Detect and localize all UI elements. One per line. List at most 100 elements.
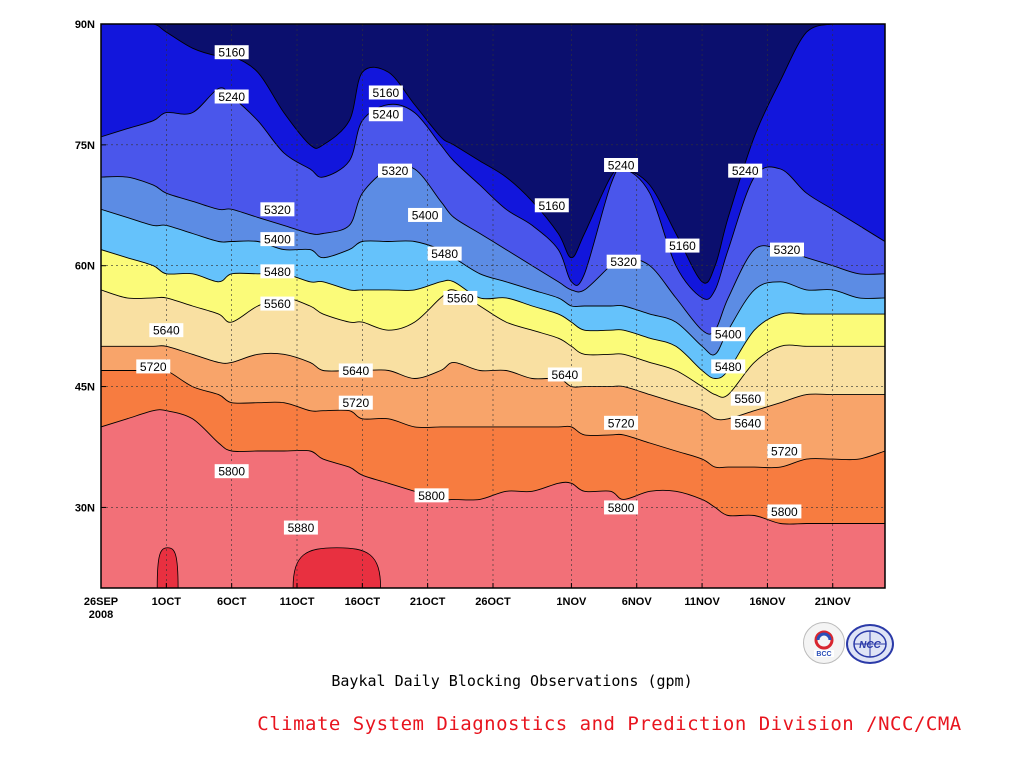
contour-label-text: 5240 bbox=[608, 159, 635, 173]
contour-label-text: 5800 bbox=[608, 501, 635, 515]
x-tick-label: 11NOV bbox=[684, 596, 720, 608]
contour-label-text: 5320 bbox=[264, 203, 291, 217]
contour-label-text: 5800 bbox=[218, 465, 245, 479]
contour-label-text: 5880 bbox=[288, 521, 315, 535]
ncc-logo: NCC bbox=[846, 624, 894, 664]
contour-label: 5480 bbox=[260, 264, 295, 279]
contour-label-text: 5560 bbox=[264, 297, 291, 311]
contour-label-bg bbox=[767, 504, 802, 519]
contour-label-bg bbox=[338, 363, 373, 378]
contour-label: 5720 bbox=[136, 359, 171, 374]
x-tick-label: 1NOV bbox=[556, 596, 587, 608]
x-tick-label: 16NOV bbox=[749, 596, 786, 608]
contour-label: 5640 bbox=[547, 367, 582, 382]
x-tick-label: 26OCT bbox=[475, 596, 511, 608]
contour-label: 5320 bbox=[260, 202, 295, 217]
x-tick-label: 6NOV bbox=[622, 596, 653, 608]
contour-label-bg bbox=[378, 163, 412, 178]
contour-label-text: 5640 bbox=[342, 364, 369, 378]
contour-label: 5560 bbox=[443, 290, 478, 305]
y-tick-label: 90N bbox=[75, 19, 95, 31]
contour-label-text: 5160 bbox=[373, 86, 400, 100]
contour-label-bg bbox=[214, 45, 249, 60]
contour-label-text: 5640 bbox=[734, 416, 761, 430]
contour-label-bg bbox=[149, 323, 184, 338]
contour-label-text: 5240 bbox=[373, 108, 400, 122]
svg-text:NCC: NCC bbox=[859, 640, 881, 651]
contour-label-bg bbox=[260, 202, 295, 217]
contour-label-text: 5400 bbox=[412, 208, 439, 222]
contour-label: 5720 bbox=[338, 395, 373, 410]
contour-line-5720 bbox=[101, 368, 885, 469]
contour-label: 5640 bbox=[338, 363, 373, 378]
contour-line-5320 bbox=[101, 165, 885, 335]
contour-label: 5400 bbox=[711, 327, 746, 342]
contour-label: 5640 bbox=[149, 323, 184, 338]
contour-label-bg bbox=[730, 391, 765, 406]
x-tick-label: 1OCT bbox=[152, 596, 182, 608]
contour-label-bg bbox=[260, 296, 295, 311]
credit-text: Climate System Diagnostics and Predictio… bbox=[257, 713, 962, 735]
contour-label-text: 5160 bbox=[538, 199, 565, 213]
x-tick-label: 26SEP bbox=[84, 596, 118, 608]
contour-label: 5400 bbox=[408, 207, 443, 222]
x-tick-sublabel: 2008 bbox=[89, 609, 113, 621]
contour-label: 5560 bbox=[260, 296, 295, 311]
contour-line-5400 bbox=[101, 208, 885, 356]
contour-label: 5160 bbox=[214, 45, 249, 60]
contour-label-text: 5560 bbox=[734, 392, 761, 406]
contour-label-bg bbox=[214, 89, 249, 104]
contour-label-text: 5320 bbox=[774, 243, 801, 257]
contour-label: 5400 bbox=[260, 232, 295, 247]
contour-label-bg bbox=[414, 488, 449, 503]
contour-label: 5240 bbox=[728, 163, 763, 178]
contour-label: 5720 bbox=[604, 415, 639, 430]
contour-label: 5320 bbox=[606, 254, 641, 269]
contour-label-text: 5720 bbox=[342, 396, 369, 410]
bcc-logo: BCC bbox=[803, 622, 845, 664]
contour-label-text: 5400 bbox=[715, 328, 742, 342]
contour-label-bg bbox=[665, 238, 700, 253]
contour-label-bg bbox=[767, 444, 802, 459]
contour-label-bg bbox=[730, 415, 765, 430]
contour-label-bg bbox=[368, 85, 403, 100]
contour-label-text: 5720 bbox=[771, 445, 798, 459]
contour-label-bg bbox=[136, 359, 171, 374]
contour-label-bg bbox=[427, 246, 462, 261]
contour-label: 5480 bbox=[711, 359, 746, 374]
contour-label-bg bbox=[711, 327, 746, 342]
x-tick-label: 11OCT bbox=[280, 596, 315, 608]
contour-label-text: 5160 bbox=[669, 239, 696, 253]
contour-label-text: 5720 bbox=[140, 360, 167, 374]
contour-label: 5480 bbox=[427, 246, 462, 261]
contour-label-bg bbox=[604, 500, 639, 515]
contour-label-bg bbox=[547, 367, 582, 382]
contour-label-bg bbox=[534, 198, 569, 213]
contour-label-text: 5320 bbox=[610, 255, 637, 269]
contour-fill-layer bbox=[101, 24, 885, 588]
y-tick-label: 45N bbox=[75, 382, 95, 394]
contour-label-bg bbox=[604, 158, 639, 172]
contour-label-text: 5160 bbox=[218, 46, 245, 60]
contour-label-bg bbox=[711, 359, 746, 374]
contour-label: 5800 bbox=[214, 464, 249, 479]
contour-label-text: 5800 bbox=[771, 505, 798, 519]
contour-label: 5720 bbox=[767, 444, 802, 459]
contour-label-bg bbox=[338, 395, 373, 410]
contour-label-text: 5480 bbox=[264, 265, 291, 279]
contour-label-text: 5640 bbox=[153, 324, 180, 338]
x-tick-label: 21NOV bbox=[815, 596, 852, 608]
contour-label-text: 5720 bbox=[608, 416, 635, 430]
x-tick-label: 6OCT bbox=[217, 596, 247, 608]
contour-label-text: 5640 bbox=[552, 368, 579, 382]
contour-label: 5160 bbox=[368, 85, 403, 100]
x-tick-label: 16OCT bbox=[345, 596, 381, 608]
contour-label-bg bbox=[770, 242, 804, 257]
contour-label-bg bbox=[728, 163, 763, 178]
band-max-5880-0 bbox=[292, 547, 382, 588]
contour-label-text: 5480 bbox=[715, 360, 742, 374]
contour-label-text: 5240 bbox=[732, 164, 759, 178]
contour-label-text: 5240 bbox=[218, 90, 245, 104]
